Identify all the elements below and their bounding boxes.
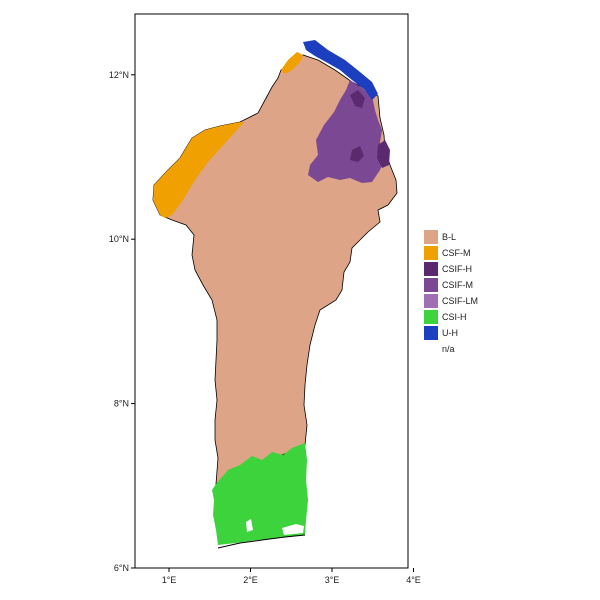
- legend-swatch: [424, 262, 438, 276]
- legend-swatch: [424, 310, 438, 324]
- legend-label: CSIF-M: [442, 280, 473, 290]
- legend-swatch: [424, 246, 438, 260]
- region-csi-h: [212, 443, 308, 545]
- legend-swatch: [424, 294, 438, 308]
- coastline: [217, 534, 306, 549]
- legend-swatch: [424, 230, 438, 244]
- legend-label: CSIF-H: [442, 264, 472, 274]
- legend-label: B-L: [442, 232, 456, 242]
- region-csif-h-1: [350, 90, 365, 108]
- x-tick-label: 1°E: [162, 575, 177, 585]
- legend-swatch: [424, 342, 438, 356]
- region-u-h: [303, 40, 378, 100]
- legend-label: CSI-H: [442, 312, 467, 322]
- region-na-1: [282, 524, 304, 535]
- y-tick-label: 12°N: [109, 70, 129, 80]
- y-tick-label: 8°N: [114, 399, 129, 409]
- legend-swatch: [424, 278, 438, 292]
- legend-label: CSF-M: [442, 248, 471, 258]
- x-tick-label: 4°E: [406, 575, 421, 585]
- region-csif-h-3: [350, 146, 364, 162]
- y-tick-label: 10°N: [109, 234, 129, 244]
- legend-label: CSIF-LM: [442, 296, 478, 306]
- legend-swatch: [424, 326, 438, 340]
- legend-label: U-H: [442, 328, 458, 338]
- x-axis: 1°E 2°E 3°E 4°E: [162, 568, 421, 585]
- y-tick-label: 6°N: [114, 563, 129, 573]
- y-axis: 12°N 10°N 8°N 6°N: [109, 70, 135, 573]
- region-csf-m-north: [281, 52, 303, 74]
- region-na-2: [246, 519, 253, 532]
- legend: B-L CSF-M CSIF-H CSIF-M CSIF-LM CSI-H U-H n/a: [424, 230, 478, 356]
- x-tick-label: 3°E: [325, 575, 340, 585]
- region-csif-h-2: [377, 140, 390, 168]
- region-csif-m: [308, 80, 384, 183]
- x-tick-label: 2°E: [243, 575, 258, 585]
- legend-label: n/a: [442, 344, 455, 354]
- region-csf-m-west: [153, 122, 244, 218]
